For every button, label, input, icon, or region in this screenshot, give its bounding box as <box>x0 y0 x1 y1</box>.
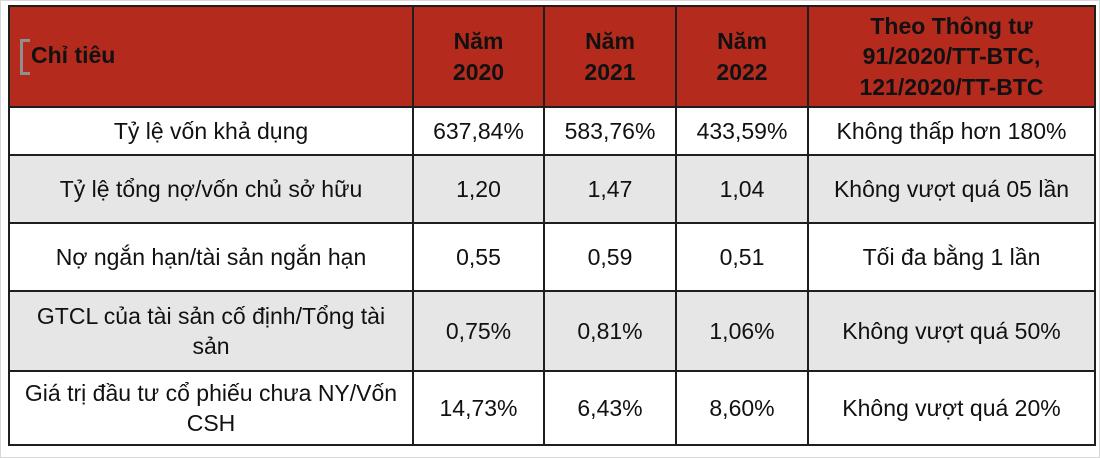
table-row: Nợ ngắn hạn/tài sản ngắn hạn 0,55 0,59 0,51… <box>8 222 1096 293</box>
table-header: Chỉ tiêu Năm 2020 Năm 2021 Năm 2022 Theo… <box>8 4 1096 109</box>
header-cell-regulation: Theo Thông tư 91/2020/TT-BTC, 121/2020/T… <box>807 4 1096 109</box>
value-cell: 1,20 <box>412 154 545 225</box>
value-cell: 1,06% <box>675 290 809 373</box>
value-cell: 0,59 <box>543 222 677 293</box>
value-cell: 0,75% <box>412 290 545 373</box>
value-cell: 1,04 <box>675 154 809 225</box>
table-row: Giá trị đầu tư cổ phiếu chưa NY/Vốn CSH 1… <box>8 370 1096 447</box>
regulation-cell: Không thấp hơn 180% <box>807 106 1096 157</box>
value-cell: 583,76% <box>543 106 677 157</box>
table-row: Tỷ lệ tổng nợ/vốn chủ sở hữu 1,20 1,47 1,04… <box>8 154 1096 225</box>
header-cell-year-2021: Năm 2021 <box>543 4 677 109</box>
row-label-cell: GTCL của tài sản cố định/Tổng tài sản <box>8 290 414 373</box>
header-cell-year-2022: Năm 2022 <box>675 4 809 109</box>
value-cell: 637,84% <box>412 106 545 157</box>
header-row: Chỉ tiêu Năm 2020 Năm 2021 Năm 2022 Theo… <box>8 4 1096 109</box>
row-label-cell: Giá trị đầu tư cổ phiếu chưa NY/Vốn CSH <box>8 370 414 447</box>
regulation-cell: Không vượt quá 50% <box>807 290 1096 373</box>
financial-ratios-table: Chỉ tiêu Năm 2020 Năm 2021 Năm 2022 Theo… <box>8 4 1096 447</box>
row-label-cell: Tỷ lệ vốn khả dụng <box>8 106 414 157</box>
table-row: Tỷ lệ vốn khả dụng 637,84% 583,76% 433,59% K… <box>8 106 1096 157</box>
value-cell: 8,60% <box>675 370 809 447</box>
value-cell: 6,43% <box>543 370 677 447</box>
header-label: Chỉ tiêu <box>31 41 116 68</box>
row-label-cell: Nợ ngắn hạn/tài sản ngắn hạn <box>8 222 414 293</box>
row-label-cell: Tỷ lệ tổng nợ/vốn chủ sở hữu <box>8 154 414 225</box>
header-cell-criteria: Chỉ tiêu <box>8 4 414 109</box>
value-cell: 0,55 <box>412 222 545 293</box>
text-cursor-icon <box>20 38 30 75</box>
value-cell: 0,81% <box>543 290 677 373</box>
value-cell: 1,47 <box>543 154 677 225</box>
value-cell: 0,51 <box>675 222 809 293</box>
regulation-cell: Tối đa bằng 1 lần <box>807 222 1096 293</box>
header-cell-year-2020: Năm 2020 <box>412 4 545 109</box>
table-row: GTCL của tài sản cố định/Tổng tài sản 0,7… <box>8 290 1096 373</box>
regulation-cell: Không vượt quá 05 lần <box>807 154 1096 225</box>
value-cell: 14,73% <box>412 370 545 447</box>
regulation-cell: Không vượt quá 20% <box>807 370 1096 447</box>
table-body: Tỷ lệ vốn khả dụng 637,84% 583,76% 433,59% K… <box>8 106 1096 447</box>
value-cell: 433,59% <box>675 106 809 157</box>
